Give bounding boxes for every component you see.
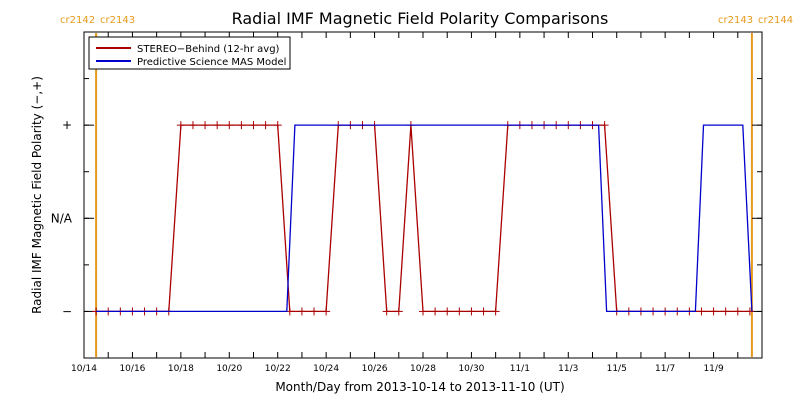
data-point <box>225 121 234 130</box>
y-tick-labels: + N/A − <box>51 118 73 318</box>
data-point <box>237 121 246 130</box>
chart-title: Radial IMF Magnetic Field Polarity Compa… <box>232 9 609 28</box>
x-tick-label: 10/24 <box>313 364 339 374</box>
x-tick-label: 11/9 <box>703 364 723 374</box>
data-point <box>249 121 258 130</box>
y-tick-label: N/A <box>51 211 73 225</box>
cr-left-label-1: cr2142 <box>60 15 95 26</box>
x-tick-label: 10/22 <box>265 364 291 374</box>
data-point <box>443 307 452 316</box>
cr-right-label-1: cr2143 <box>718 15 753 26</box>
data-point <box>733 307 742 316</box>
legend-label-stereo: STEREO−Behind (12-hr avg) <box>137 44 280 55</box>
data-point <box>721 307 730 316</box>
data-point <box>431 307 440 316</box>
x-tick-label: 11/5 <box>607 364 627 374</box>
cr-right-label-2: cr2144 <box>758 15 793 26</box>
y-tick-label: + <box>62 118 72 132</box>
y-axis-label: Radial IMF Magnetic Field Polarity (−,+) <box>30 76 44 314</box>
data-point <box>479 307 488 316</box>
cr-left-label-2: cr2143 <box>100 15 135 26</box>
x-tick-label: 10/26 <box>362 364 388 374</box>
data-point <box>745 307 754 316</box>
data-point <box>491 307 500 316</box>
x-tick-label: 11/1 <box>510 364 530 374</box>
y-tick-label: − <box>62 304 72 318</box>
data-point <box>188 121 197 130</box>
data-point <box>467 307 476 316</box>
x-tick-label: 11/7 <box>655 364 675 374</box>
x-tick-label: 10/16 <box>119 364 145 374</box>
data-point <box>600 121 609 130</box>
stereo-behind-series-line <box>96 124 750 313</box>
data-point <box>322 307 331 316</box>
series-layer <box>92 121 754 316</box>
mas-model-series-line <box>96 124 753 313</box>
data-point <box>394 307 403 316</box>
data-point <box>697 307 706 316</box>
data-point <box>709 307 718 316</box>
x-axis-label: Month/Day from 2013-10-14 to 2013-11-10 … <box>275 380 564 394</box>
data-point <box>213 121 222 130</box>
x-tick-label: 10/18 <box>168 364 194 374</box>
data-point <box>176 121 185 130</box>
data-point <box>455 307 464 316</box>
x-tick-label: 10/30 <box>458 364 484 374</box>
data-point <box>297 307 306 316</box>
data-point <box>310 307 319 316</box>
x-tick-label: 10/20 <box>216 364 242 374</box>
carrington-boundaries <box>95 33 753 357</box>
data-point <box>201 121 210 130</box>
data-point <box>273 121 282 130</box>
data-point <box>419 307 428 316</box>
x-tick-label: 11/3 <box>558 364 578 374</box>
legend: STEREO−Behind (12-hr avg) Predictive Sci… <box>88 36 291 70</box>
data-point <box>382 307 391 316</box>
x-tick-label: 10/14 <box>71 364 97 374</box>
data-point <box>261 121 270 130</box>
x-tick-labels: 10/14 10/16 10/18 10/20 10/22 10/24 10/26 10/28… <box>71 364 724 374</box>
legend-box <box>88 36 291 70</box>
x-tick-label: 10/28 <box>410 364 436 374</box>
legend-label-model: Predictive Science MAS Model <box>137 57 286 68</box>
